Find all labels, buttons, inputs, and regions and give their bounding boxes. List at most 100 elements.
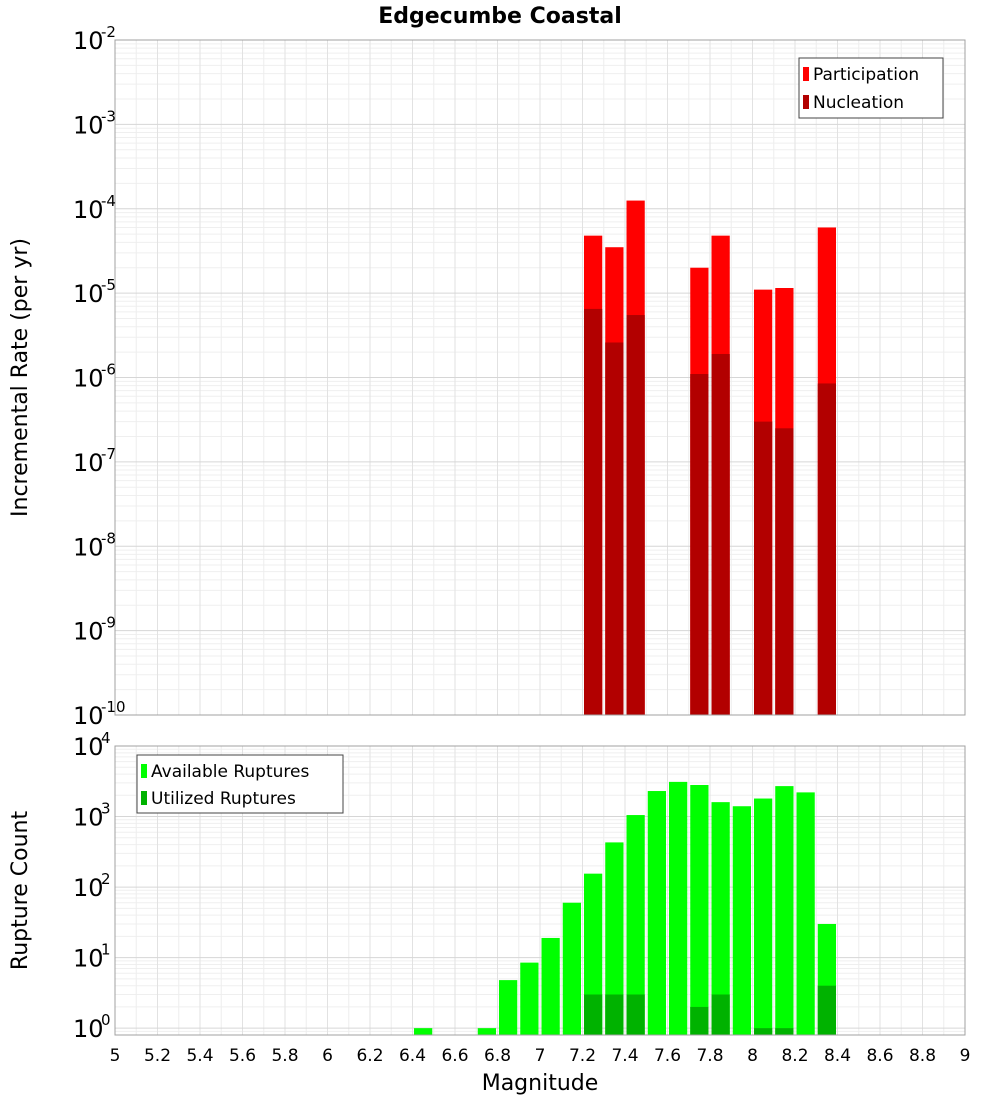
y-tick-label: 10 (73, 874, 104, 902)
bar-available-ruptures (690, 784, 709, 1035)
x-tick-label: 8.2 (781, 1046, 808, 1066)
x-tick-label: 5.6 (229, 1046, 256, 1066)
y-tick-exponent: -5 (101, 276, 116, 294)
chart-title: Edgecumbe Coastal (378, 4, 622, 29)
y-tick-exponent: -10 (101, 698, 126, 716)
x-tick-label: 7.4 (611, 1046, 638, 1066)
bar-nucleation (690, 374, 709, 715)
bar-nucleation (817, 383, 836, 715)
x-tick-label: 6.6 (441, 1046, 468, 1066)
x-tick-label: 6.4 (399, 1046, 426, 1066)
bar-available-ruptures (605, 842, 624, 1035)
y-tick-exponent: -3 (101, 107, 116, 125)
y-tick-exponent: -2 (101, 23, 116, 41)
x-tick-label: 9 (960, 1046, 971, 1066)
bar-utilized-ruptures (775, 1028, 794, 1035)
bar-nucleation (775, 428, 794, 715)
bar-nucleation (626, 315, 645, 715)
y-tick-label: 10 (73, 733, 104, 761)
bar-available-ruptures (477, 1028, 496, 1035)
bar-available-ruptures (796, 792, 815, 1035)
bar-nucleation (605, 342, 624, 715)
legend-swatch (803, 95, 809, 109)
y-tick-exponent: 3 (101, 800, 111, 818)
y-tick-exponent: -9 (101, 614, 116, 632)
bar-nucleation (584, 308, 603, 715)
x-tick-label: 8.4 (824, 1046, 851, 1066)
x-tick-label: 5 (110, 1046, 121, 1066)
bar-available-ruptures (414, 1028, 433, 1035)
x-tick-label: 7 (535, 1046, 546, 1066)
legend-box (136, 754, 344, 814)
plot-frame (114, 745, 966, 1036)
x-tick-label: 6.8 (484, 1046, 511, 1066)
y-tick-label: 10 (73, 533, 104, 561)
y-tick-label: 10 (73, 804, 104, 832)
bar-available-ruptures (754, 798, 773, 1035)
y-tick-label: 10 (73, 618, 104, 646)
bar-available-ruptures (647, 791, 666, 1035)
legend-box (798, 57, 944, 119)
legend-label: Participation (813, 65, 919, 85)
bar-available-ruptures (626, 815, 645, 1035)
bar-utilized-ruptures (584, 994, 603, 1035)
y-tick-label: 10 (73, 1015, 104, 1043)
y-axis-title: Incremental Rate (per yr) (8, 238, 33, 517)
legend-swatch (803, 67, 809, 81)
x-tick-label: 8.6 (866, 1046, 893, 1066)
bar-utilized-ruptures (626, 994, 645, 1035)
y-tick-exponent: 4 (101, 729, 111, 747)
x-tick-label: 6 (322, 1046, 333, 1066)
bar-available-ruptures (499, 980, 518, 1035)
bar-available-ruptures (520, 962, 539, 1035)
bar-nucleation (711, 353, 730, 715)
bar-utilized-ruptures (754, 1028, 773, 1035)
y-tick-exponent: -4 (101, 192, 116, 210)
plot-frame (114, 39, 966, 716)
y-tick-label: 10 (73, 365, 104, 393)
x-tick-label: 5.8 (271, 1046, 298, 1066)
y-tick-exponent: -7 (101, 445, 116, 463)
bar-utilized-ruptures (605, 994, 624, 1035)
bar-utilized-ruptures (690, 1006, 709, 1035)
y-tick-label: 10 (73, 27, 104, 55)
y-tick-label: 10 (73, 702, 104, 730)
y-tick-exponent: 2 (101, 870, 111, 888)
x-tick-label: 7.6 (654, 1046, 681, 1066)
bar-available-ruptures (541, 937, 560, 1035)
bar-utilized-ruptures (711, 994, 730, 1035)
bar-available-ruptures (711, 802, 730, 1035)
y-tick-label: 10 (73, 280, 104, 308)
legend-label: Utilized Ruptures (151, 789, 296, 809)
x-tick-label: 5.2 (144, 1046, 171, 1066)
x-tick-label: 5.4 (186, 1046, 213, 1066)
legend-label: Available Ruptures (151, 762, 309, 782)
rate-panel: 10-1010-910-810-710-610-510-410-310-2Inc… (8, 23, 966, 730)
bar-available-ruptures (775, 786, 794, 1035)
bar-available-ruptures (732, 806, 751, 1035)
bar-available-ruptures (669, 781, 688, 1035)
x-tick-label: 6.2 (356, 1046, 383, 1066)
x-tick-label: 8.8 (909, 1046, 936, 1066)
y-tick-exponent: 0 (101, 1011, 111, 1029)
legend-swatch (141, 764, 147, 778)
y-tick-label: 10 (73, 945, 104, 973)
y-tick-label: 10 (73, 449, 104, 477)
bar-utilized-ruptures (817, 985, 836, 1035)
y-tick-exponent: -6 (101, 361, 116, 379)
y-tick-exponent: 1 (101, 941, 111, 959)
y-tick-label: 10 (73, 196, 104, 224)
y-axis-title: Rupture Count (8, 811, 33, 971)
x-axis-title: Magnitude (482, 1071, 599, 1096)
y-tick-label: 10 (73, 111, 104, 139)
x-tick-label: 7.2 (569, 1046, 596, 1066)
bar-nucleation (754, 421, 773, 715)
legend-label: Nucleation (813, 93, 904, 113)
legend-swatch (141, 791, 147, 805)
x-tick-label: 8 (747, 1046, 758, 1066)
x-tick-label: 7.8 (696, 1046, 723, 1066)
bar-available-ruptures (562, 902, 581, 1035)
y-tick-exponent: -8 (101, 529, 116, 547)
